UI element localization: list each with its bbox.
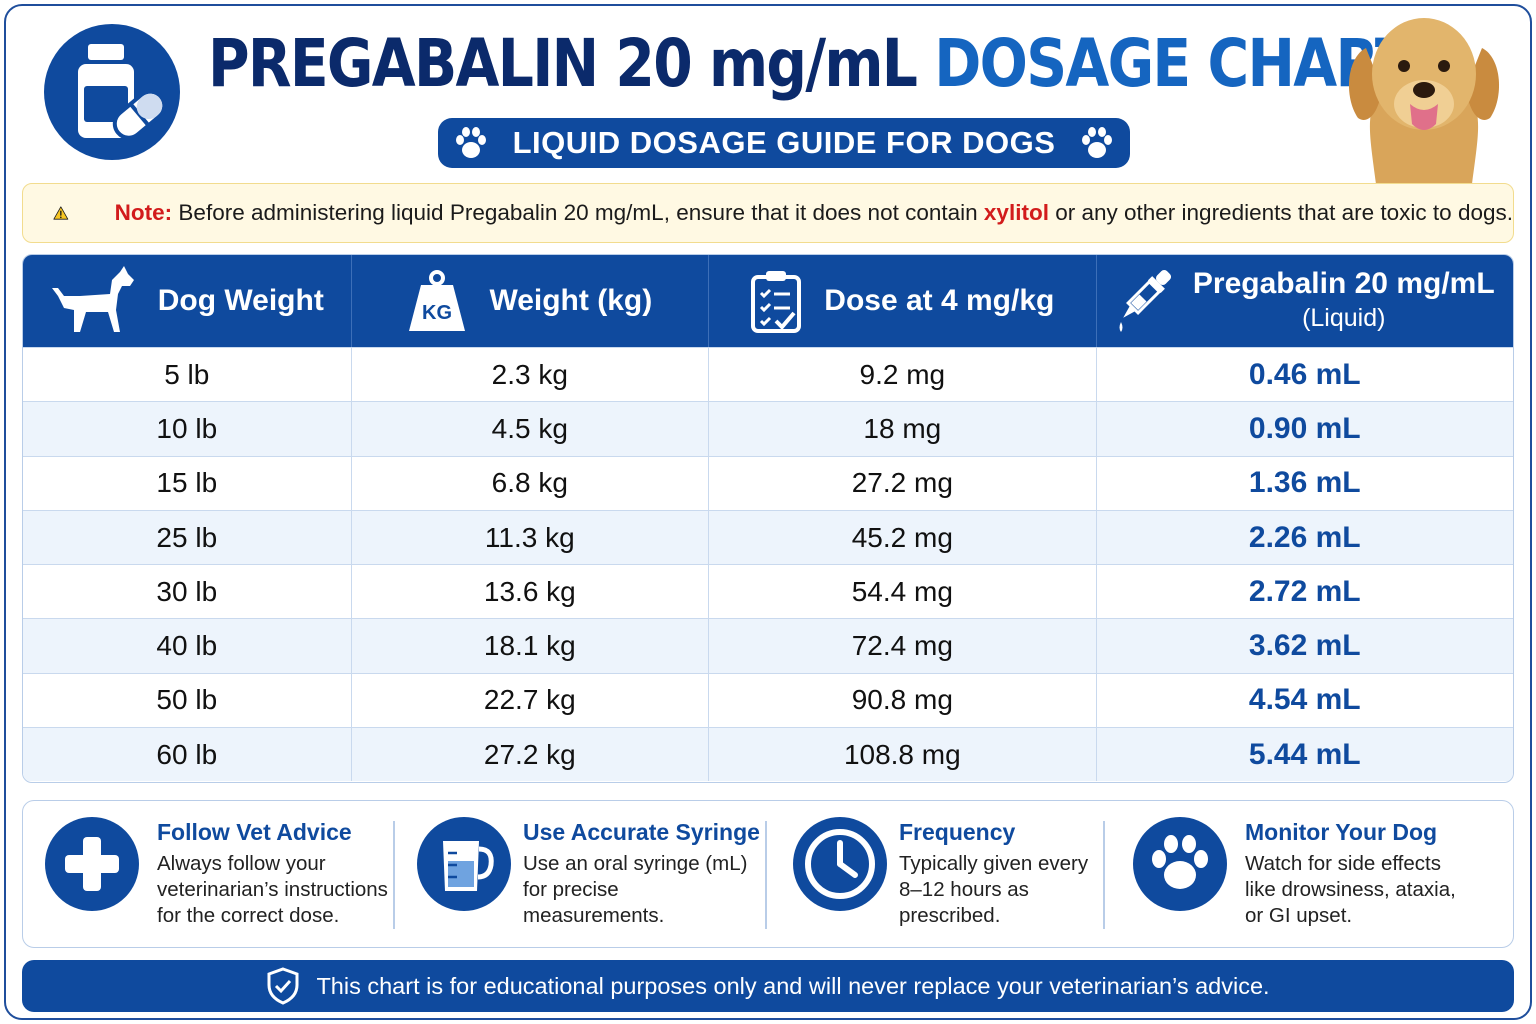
table-row: 25 lb 11.3 kg 45.2 mg 2.26 mL [23,509,1513,565]
header-label: Pregabalin 20 mg/mL (Liquid) [1193,267,1495,335]
cell-dog-weight: 30 lb [23,565,352,619]
header-dose: Dose at 4 mg/kg [709,255,1097,347]
cell-dose-mg: 90.8 mg [709,673,1097,728]
tip-divider [1103,821,1105,929]
warning-icon [53,206,69,220]
cell-weight-kg: 22.7 kg [352,673,710,728]
title-chart: DOSAGE CHART [934,25,1413,102]
note-label: Note: [114,200,173,225]
subtitle-banner: LIQUID DOSAGE GUIDE FOR DOGS [438,118,1130,168]
tip-text: Always follow your veterinarian’s instru… [157,852,388,927]
cell-dog-weight: 50 lb [23,673,352,728]
tip-monitor: Monitor Your Dog Watch for side effects … [1105,801,1513,949]
cell-weight-kg: 6.8 kg [352,456,710,510]
cell-weight-kg: 11.3 kg [352,510,710,565]
tip-frequency: Frequency Typically given every 8–12 hou… [767,801,1103,949]
kg-weight-icon: KG [409,270,466,331]
plus-cross-icon [45,817,139,911]
tip-divider [765,821,767,929]
tip-title: Frequency [899,819,1016,845]
cell-dose-ml: 2.26 mL [1248,520,1361,554]
table-header: Dog Weight KG Weight (kg) Dose at 4 mg/k… [23,255,1513,347]
tip-follow-vet: Follow Vet Advice Always follow your vet… [23,801,393,949]
header-label-sub: (Liquid) [1302,304,1386,332]
cell-dose-mg: 27.2 mg [709,456,1097,510]
table-row: 50 lb 22.7 kg 90.8 mg 4.54 mL [23,672,1513,728]
cell-dog-weight: 5 lb [23,348,352,402]
golden-retriever-photo [1348,18,1500,184]
cell-dose-ml: 0.90 mL [1248,411,1361,445]
disclaimer-banner: This chart is for educational purposes o… [22,960,1514,1012]
cell-dog-weight: 15 lb [23,456,352,510]
table-body: 5 lb 2.3 kg 9.2 mg 0.46 mL 10 lb 4.5 kg 18 mg 0… [23,347,1513,782]
disclaimer-text: This chart is for educational purposes o… [316,972,1270,999]
cell-dog-weight: 40 lb [23,619,352,673]
note-highlight: xylitol [983,200,1049,225]
tip-syringe: Use Accurate Syringe Use an oral syringe… [395,801,765,949]
cell-weight-kg: 4.5 kg [352,402,710,456]
cell-weight-kg: 13.6 kg [352,565,710,619]
dropper-icon [1119,269,1171,332]
cell-dose-mg: 72.4 mg [709,619,1097,673]
tip-title: Use Accurate Syringe [523,819,760,845]
cell-dose-mg: 45.2 mg [709,510,1097,565]
cell-dog-weight: 25 lb [23,510,352,565]
tip-title: Monitor Your Dog [1245,819,1438,845]
cell-weight-kg: 18.1 kg [352,619,710,673]
table-row: 40 lb 18.1 kg 72.4 mg 3.62 mL [23,618,1513,673]
tip-text: Typically given every 8–12 hours as pres… [899,852,1089,927]
paw-icon [455,127,486,158]
tips-panel: Follow Vet Advice Always follow your vet… [22,800,1514,948]
cell-dose-ml: 2.72 mL [1248,574,1361,608]
cell-dose-ml: 1.36 mL [1248,466,1361,500]
cell-dog-weight: 10 lb [23,402,352,456]
cell-dose-mg: 108.8 mg [709,728,1097,782]
clipboard-checklist-icon [751,271,802,333]
header-label: Dose at 4 mg/kg [824,284,1055,317]
warning-note: Note: Before administering liquid Pregab… [22,183,1514,243]
cell-dose-ml: 0.46 mL [1248,357,1361,391]
cell-dog-weight: 60 lb [23,728,352,782]
table-row: 10 lb 4.5 kg 18 mg 0.90 mL [23,401,1513,456]
header-label-main: Pregabalin 20 mg/mL [1192,267,1495,300]
cell-dose-ml: 3.62 mL [1248,629,1361,663]
tip-divider [393,821,395,929]
tip-title: Follow Vet Advice [157,819,352,845]
paw-icon [1133,817,1227,911]
shield-check-icon [267,967,299,1005]
dosage-table: Dog Weight KG Weight (kg) Dose at 4 mg/k… [22,254,1514,783]
table-row: 60 lb 27.2 kg 108.8 mg 5.44 mL [23,727,1513,782]
subtitle-text: LIQUID DOSAGE GUIDE FOR DOGS [512,125,1056,160]
measuring-cup-icon [417,817,511,911]
cell-dose-mg: 54.4 mg [709,565,1097,619]
header-liquid-dose: Pregabalin 20 mg/mL (Liquid) [1097,255,1513,347]
clock-icon [793,817,887,911]
header-dog-weight: Dog Weight [23,255,352,347]
cell-dose-ml: 5.44 mL [1248,737,1361,771]
title-drug: PREGABALIN 20 mg/mL [208,25,918,102]
cell-dose-ml: 4.54 mL [1248,683,1361,717]
header-weight-kg: KG Weight (kg) [352,255,710,347]
header-label: Weight (kg) [489,284,653,317]
cell-dose-mg: 9.2 mg [709,348,1097,402]
tip-text: Watch for side effects like drowsiness, … [1245,852,1456,927]
paw-icon [1082,127,1113,158]
cell-weight-kg: 27.2 kg [352,728,710,782]
note-text-before: Before administering liquid Pregabalin 2… [178,200,978,225]
note-text-after: or any other ingredients that are toxic … [1055,200,1513,225]
header-label: Dog Weight [157,284,324,317]
table-row: 5 lb 2.3 kg 9.2 mg 0.46 mL [23,347,1513,402]
table-row: 30 lb 13.6 kg 54.4 mg 2.72 mL [23,564,1513,619]
cell-weight-kg: 2.3 kg [352,348,710,402]
page-title: PREGABALIN 20 mg/mL DOSAGE CHART [208,22,1414,106]
note-text: Note: Before administering liquid Pregab… [115,200,1513,226]
dog-icon [51,266,134,332]
tip-text: Use an oral syringe (mL) for precise mea… [523,852,748,927]
table-row: 15 lb 6.8 kg 27.2 mg 1.36 mL [23,455,1513,510]
medicine-bottle-pill-icon [44,24,180,160]
cell-dose-mg: 18 mg [709,402,1097,456]
svg-text:KG: KG [422,302,452,324]
